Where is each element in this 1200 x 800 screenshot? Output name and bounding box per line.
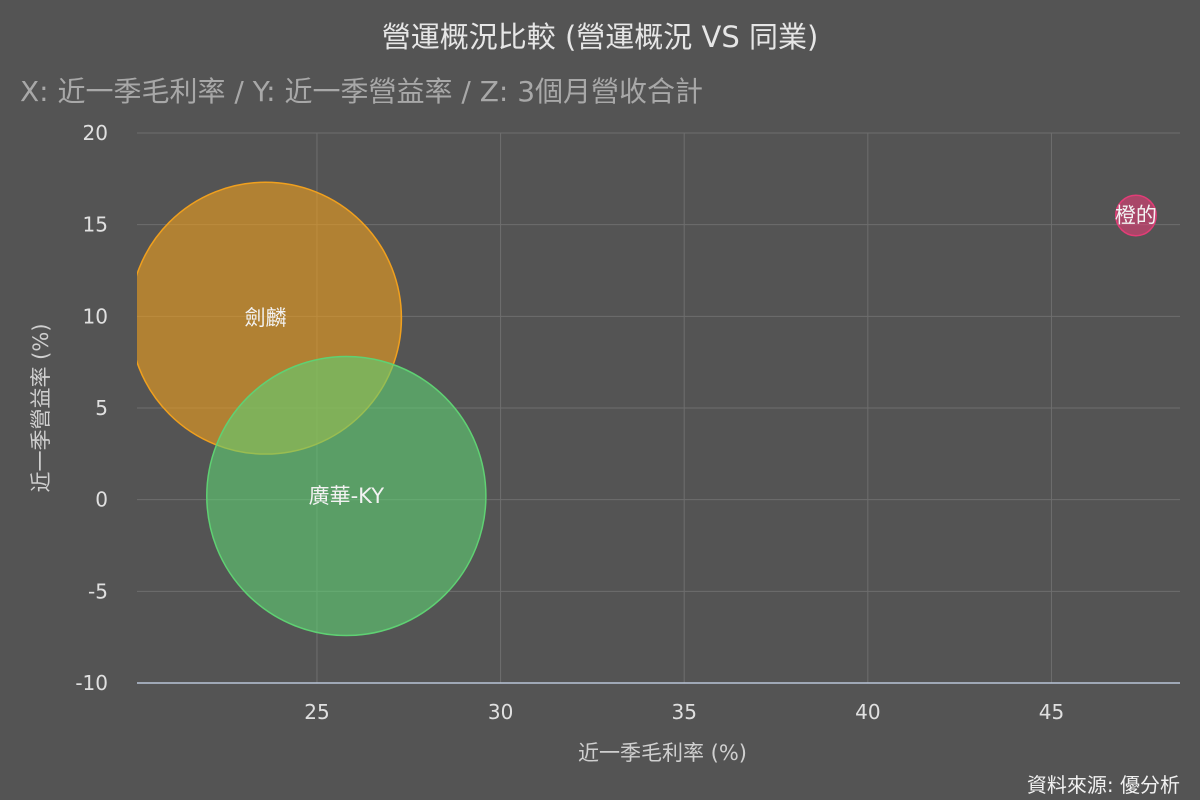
chart-subtitle: X: 近一季毛利率 / Y: 近一季營益率 / Z: 3個月營收合計 <box>20 75 704 108</box>
chart-title: 營運概況比較 (營運概況 VS 同業) <box>381 20 819 54</box>
y-tick-label: 5 <box>95 396 108 420</box>
x-axis-title: 近一季毛利率 (%) <box>578 741 747 765</box>
x-tick-label: 45 <box>1039 700 1064 724</box>
x-tick-label: 35 <box>671 700 696 724</box>
bubble-label: 劍麟 <box>245 306 287 330</box>
x-tick-label: 25 <box>304 700 329 724</box>
y-tick-label: 10 <box>83 304 108 328</box>
bubble-label: 橙的 <box>1115 204 1157 228</box>
x-tick-label: 40 <box>855 700 880 724</box>
bubble-point[interactable] <box>206 355 487 637</box>
axes: -10 -5 0 5 10 15 20 25 30 35 40 45 近一季毛利率 (%) 近一季營益率 … <box>29 121 1180 765</box>
y-tick-label: 20 <box>83 121 108 145</box>
y-tick-label: -10 <box>75 671 108 695</box>
data-source-credit: 資料來源: 優分析 <box>1026 773 1180 797</box>
y-tick-label: 0 <box>95 488 108 512</box>
y-axis-title: 近一季營益率 (%) <box>29 323 53 492</box>
y-tick-label: -5 <box>88 579 108 603</box>
bubble-series <box>137 181 1157 637</box>
bubble-label: 廣華-KY <box>309 484 385 508</box>
x-tick-label: 30 <box>488 700 513 724</box>
bubble-point[interactable] <box>1114 194 1157 237</box>
y-tick-label: 15 <box>83 213 108 237</box>
